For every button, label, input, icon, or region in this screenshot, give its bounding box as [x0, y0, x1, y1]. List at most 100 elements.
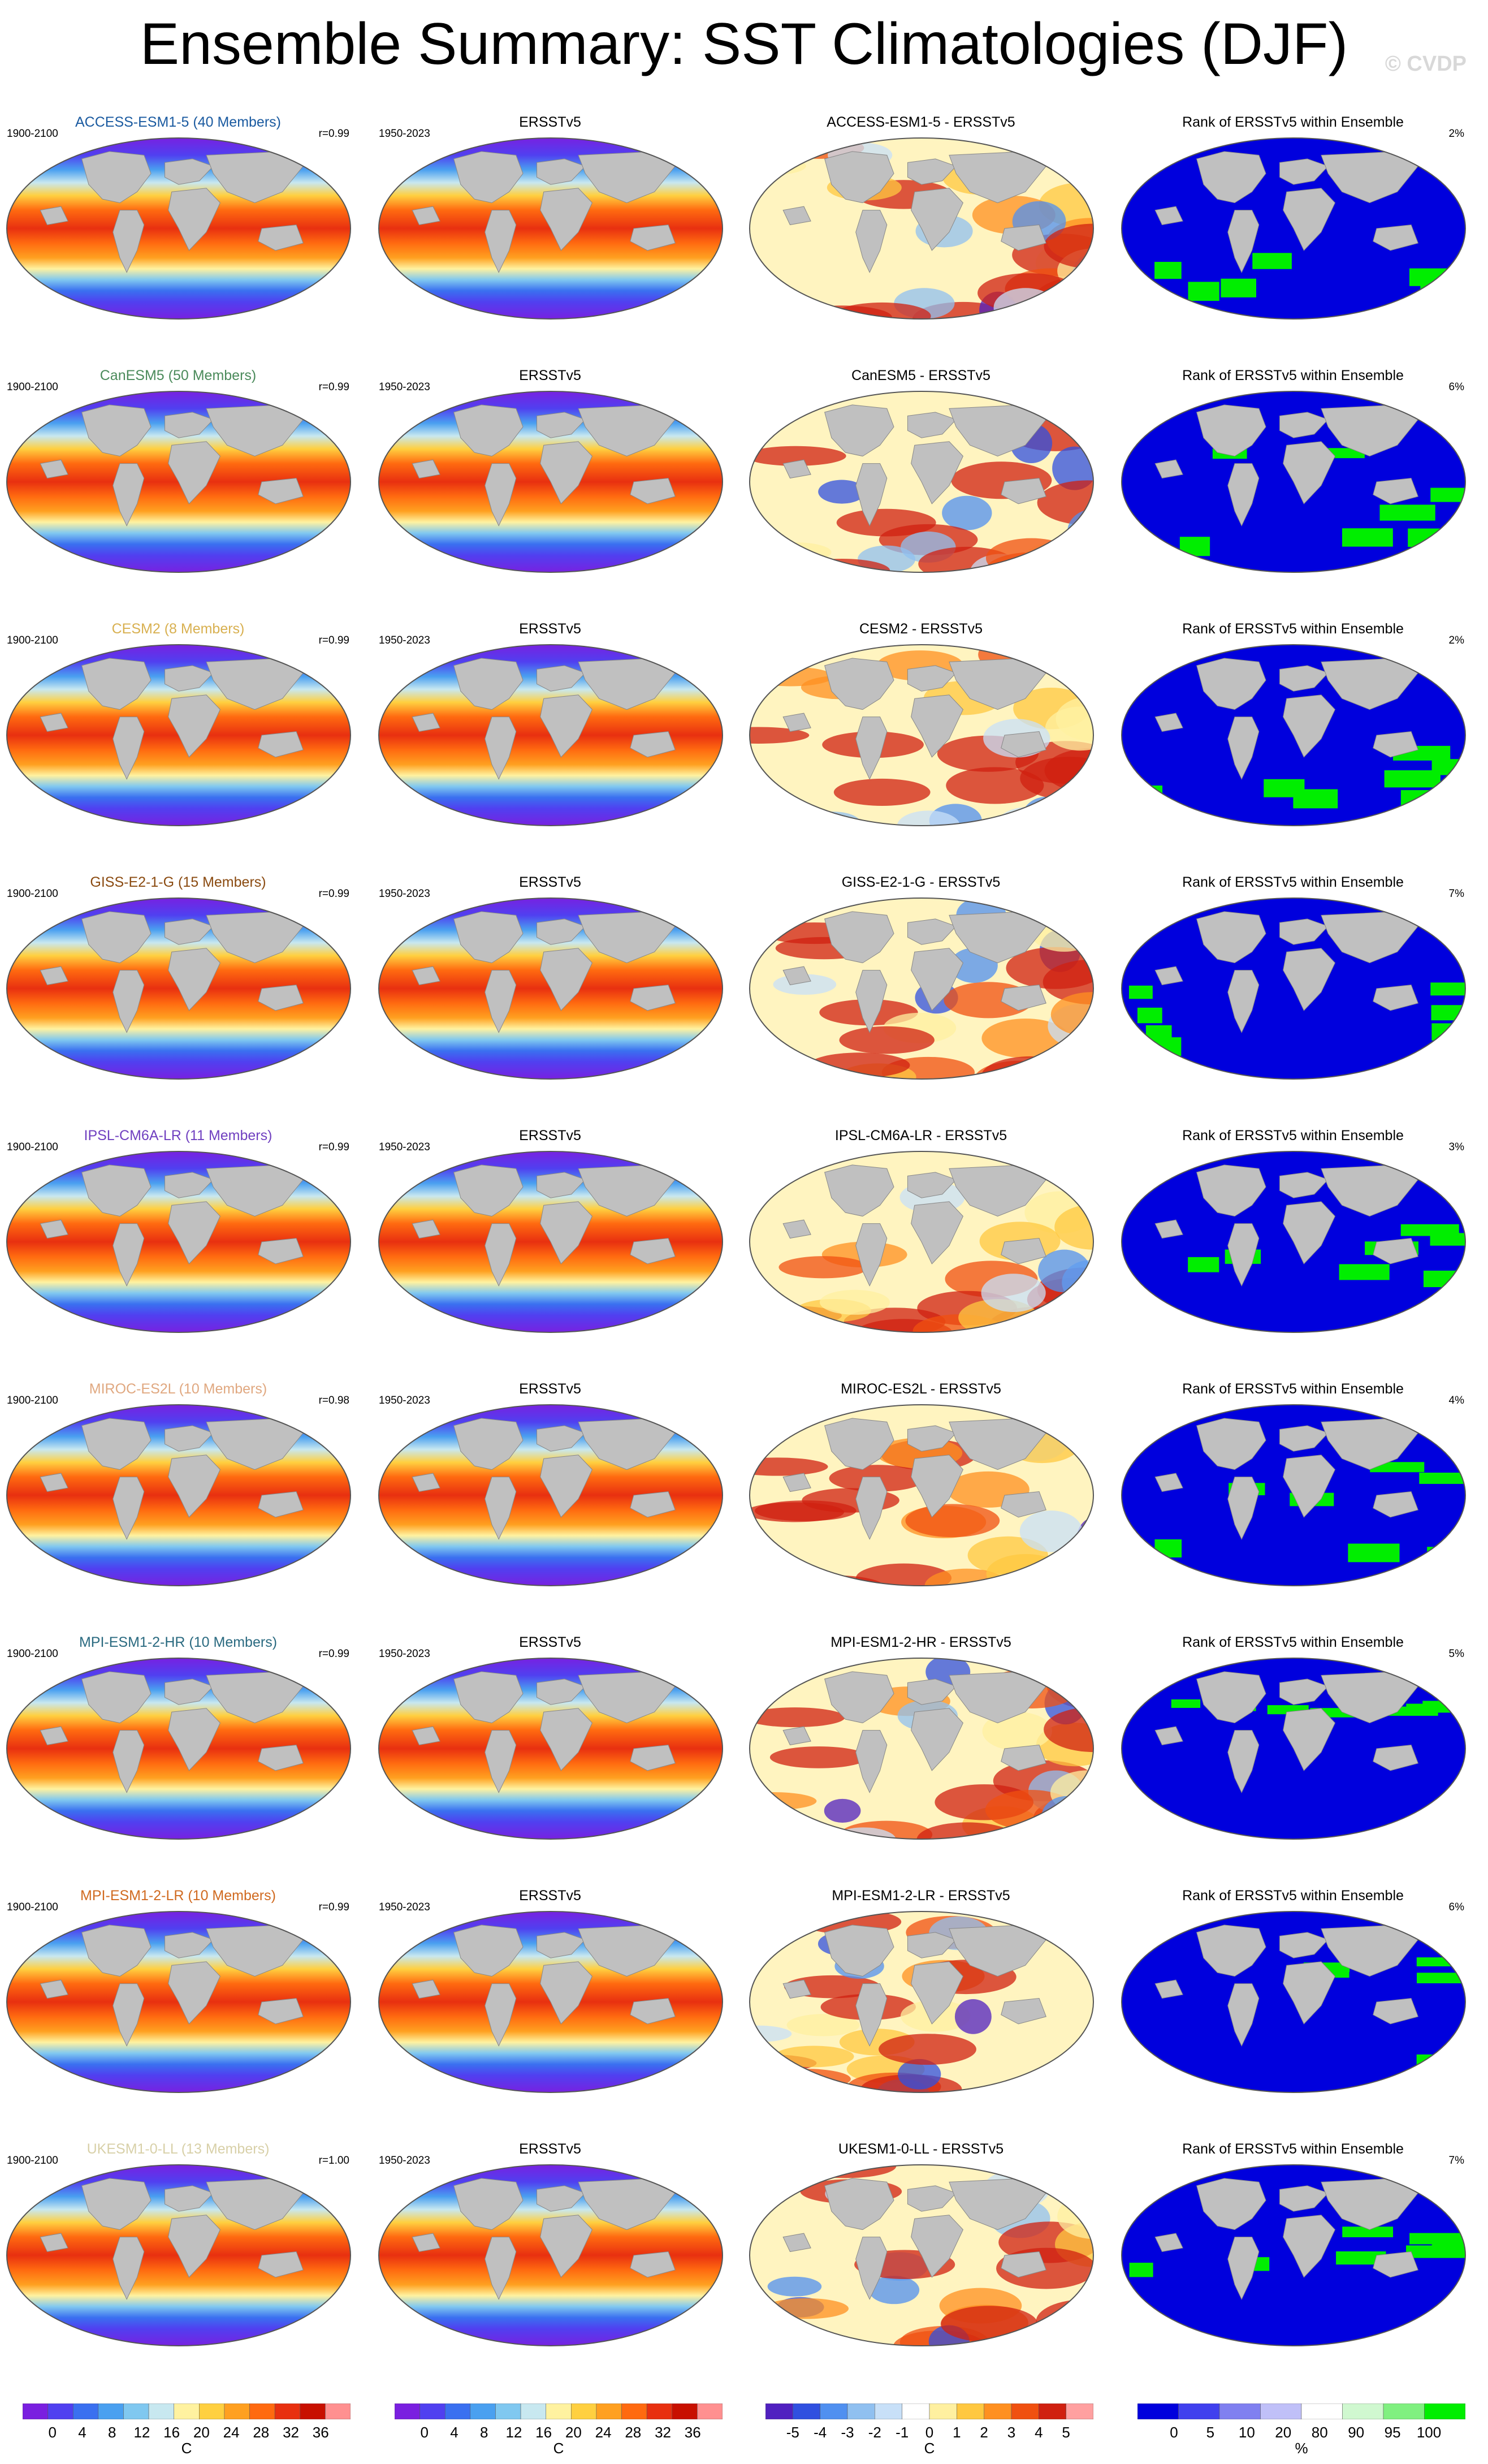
map-clim [6, 1151, 351, 1333]
panel-years: 1900-2100 [7, 1141, 58, 1153]
colorbar-swatch [929, 2403, 957, 2419]
obs-climatology-panel: ERSSTv5 1950-2023 [372, 2129, 728, 2382]
map-rank [1121, 897, 1466, 1080]
colorbar-swatch [495, 2403, 521, 2419]
rank-panel: Rank of ERSSTv5 within Ensemble 6% [1115, 1875, 1471, 2129]
difference-panel: UKESM1-0-LL - ERSSTv5 [743, 2129, 1099, 2382]
panel-title: IPSL-CM6A-LR (11 Members) [84, 1128, 272, 1143]
colorbar-swatch [174, 2403, 200, 2419]
model-climatology-panel: MPI-ESM1-2-LR (10 Members) 1900-2100 r=0.9… [0, 1875, 356, 2129]
map-clim [378, 644, 723, 826]
map-clim [6, 2164, 351, 2346]
panel-title: Rank of ERSSTv5 within Ensemble [1182, 114, 1404, 130]
rank-percent: 4% [1448, 1395, 1464, 1406]
rank-percent: 3% [1448, 1141, 1464, 1153]
colorbar: 0 4 8 12 16 20 24 28 32 36 C [0, 2403, 356, 2460]
pattern-correlation: r=0.98 [318, 1395, 349, 1406]
map-diff [749, 644, 1094, 826]
ensemble-row: ACCESS-ESM1-5 (40 Members) 1900-2100 r=0.9… [0, 102, 1488, 355]
colorbar-swatch [148, 2403, 174, 2419]
pattern-correlation: r=0.99 [318, 128, 349, 140]
map-diff [749, 897, 1094, 1080]
map-rank [1121, 1658, 1466, 1840]
map-rank [1121, 2164, 1466, 2346]
panel-years: 1950-2023 [379, 1648, 430, 1660]
panel-title: MPI-ESM1-2-HR - ERSSTv5 [830, 1634, 1011, 1650]
panel-years: 1950-2023 [379, 2155, 430, 2167]
obs-climatology-panel: ERSSTv5 1950-2023 [372, 862, 728, 1115]
panel-title: Rank of ERSSTv5 within Ensemble [1182, 1128, 1404, 1143]
colorbar-tick-label: 4 [450, 2424, 458, 2441]
panel-years: 1900-2100 [7, 1395, 58, 1406]
colorbar-swatch [847, 2403, 875, 2419]
colorbar-swatches [765, 2403, 1093, 2419]
panel-years: 1950-2023 [379, 1141, 430, 1153]
ensemble-row: GISS-E2-1-G (15 Members) 1900-2100 r=0.99 E… [0, 862, 1488, 1115]
model-climatology-panel: MIROC-ES2L (10 Members) 1900-2100 r=0.98 [0, 1369, 356, 1622]
colorbar-swatch [1301, 2403, 1343, 2419]
difference-panel: MPI-ESM1-2-LR - ERSSTv5 [743, 1875, 1099, 2129]
colorbar-swatch [984, 2403, 1012, 2419]
panel-years: 1900-2100 [7, 1648, 58, 1660]
map-clim [378, 2164, 723, 2346]
panel-title: ERSSTv5 [519, 1381, 581, 1397]
rank-percent: 7% [1448, 2155, 1464, 2167]
map-clim [6, 1404, 351, 1586]
colorbar-swatch [419, 2403, 445, 2419]
panel-title: Rank of ERSSTv5 within Ensemble [1182, 874, 1404, 890]
panel-title: Rank of ERSSTv5 within Ensemble [1182, 368, 1404, 383]
rank-panel: Rank of ERSSTv5 within Ensemble 6% [1115, 355, 1471, 609]
page-title: Ensemble Summary: SST Climatologies (DJF… [140, 11, 1348, 77]
difference-panel: MPI-ESM1-2-HR - ERSSTv5 [743, 1622, 1099, 1875]
rank-panel: Rank of ERSSTv5 within Ensemble 2% [1115, 609, 1471, 862]
panel-years: 1900-2100 [7, 381, 58, 393]
panel-years: 1950-2023 [379, 635, 430, 646]
panel-years: 1950-2023 [379, 381, 430, 393]
panel-years: 1950-2023 [379, 888, 430, 900]
colorbar-tick-label: 0 [925, 2424, 934, 2441]
colorbar-swatch [646, 2403, 673, 2419]
panel-title: ACCESS-ESM1-5 (40 Members) [75, 114, 281, 130]
colorbar-tick-label: 0 [420, 2424, 429, 2441]
colorbar-tick-label: 16 [163, 2424, 180, 2441]
panel-title: ERSSTv5 [519, 1128, 581, 1143]
map-clim [6, 137, 351, 320]
panel-years: 1900-2100 [7, 1901, 58, 1913]
panel-years: 1950-2023 [379, 128, 430, 140]
colorbar-swatch [224, 2403, 250, 2419]
colorbar-tick-label: 5 [1206, 2424, 1215, 2441]
colorbar-swatch [98, 2403, 124, 2419]
colorbar-tick-label: 90 [1348, 2424, 1365, 2441]
panel-title: ERSSTv5 [519, 114, 581, 130]
map-diff [749, 1404, 1094, 1586]
colorbar-swatch [571, 2403, 597, 2419]
rank-percent: 2% [1448, 635, 1464, 646]
model-climatology-panel: CESM2 (8 Members) 1900-2100 r=0.99 [0, 609, 356, 862]
colorbar-swatch [672, 2403, 698, 2419]
colorbar-swatch [1383, 2403, 1425, 2419]
rank-percent: 2% [1448, 128, 1464, 140]
panel-title: MPI-ESM1-2-HR (10 Members) [79, 1634, 278, 1650]
colorbar: -5 -4 -3 -2 -1 0 1 2 3 4 5 C [743, 2403, 1099, 2460]
difference-panel: GISS-E2-1-G - ERSSTv5 [743, 862, 1099, 1115]
ensemble-row: IPSL-CM6A-LR (11 Members) 1900-2100 r=0.99… [0, 1115, 1488, 1369]
colorbar-swatch [47, 2403, 73, 2419]
panel-title: GISS-E2-1-G - ERSSTv5 [841, 874, 1001, 890]
colorbar-swatch [1066, 2403, 1093, 2419]
model-climatology-panel: IPSL-CM6A-LR (11 Members) 1900-2100 r=0.99 [0, 1115, 356, 1369]
map-clim [6, 1911, 351, 2093]
map-clim [6, 391, 351, 573]
copyright-watermark: © CVDP [1385, 52, 1467, 76]
pattern-correlation: r=0.99 [318, 1141, 349, 1153]
colorbar-swatch [444, 2403, 471, 2419]
model-climatology-panel: ACCESS-ESM1-5 (40 Members) 1900-2100 r=0.9… [0, 102, 356, 355]
colorbar-tick-label: 20 [193, 2424, 210, 2441]
difference-panel: ACCESS-ESM1-5 - ERSSTv5 [743, 102, 1099, 355]
colorbar-swatch [546, 2403, 572, 2419]
ensemble-row: MIROC-ES2L (10 Members) 1900-2100 r=0.98 ER… [0, 1369, 1488, 1622]
colorbar-unit: C [924, 2440, 935, 2457]
colorbar-swatch [793, 2403, 820, 2419]
colorbar-swatch [470, 2403, 496, 2419]
colorbar-swatch [596, 2403, 622, 2419]
panel-years: 1900-2100 [7, 888, 58, 900]
